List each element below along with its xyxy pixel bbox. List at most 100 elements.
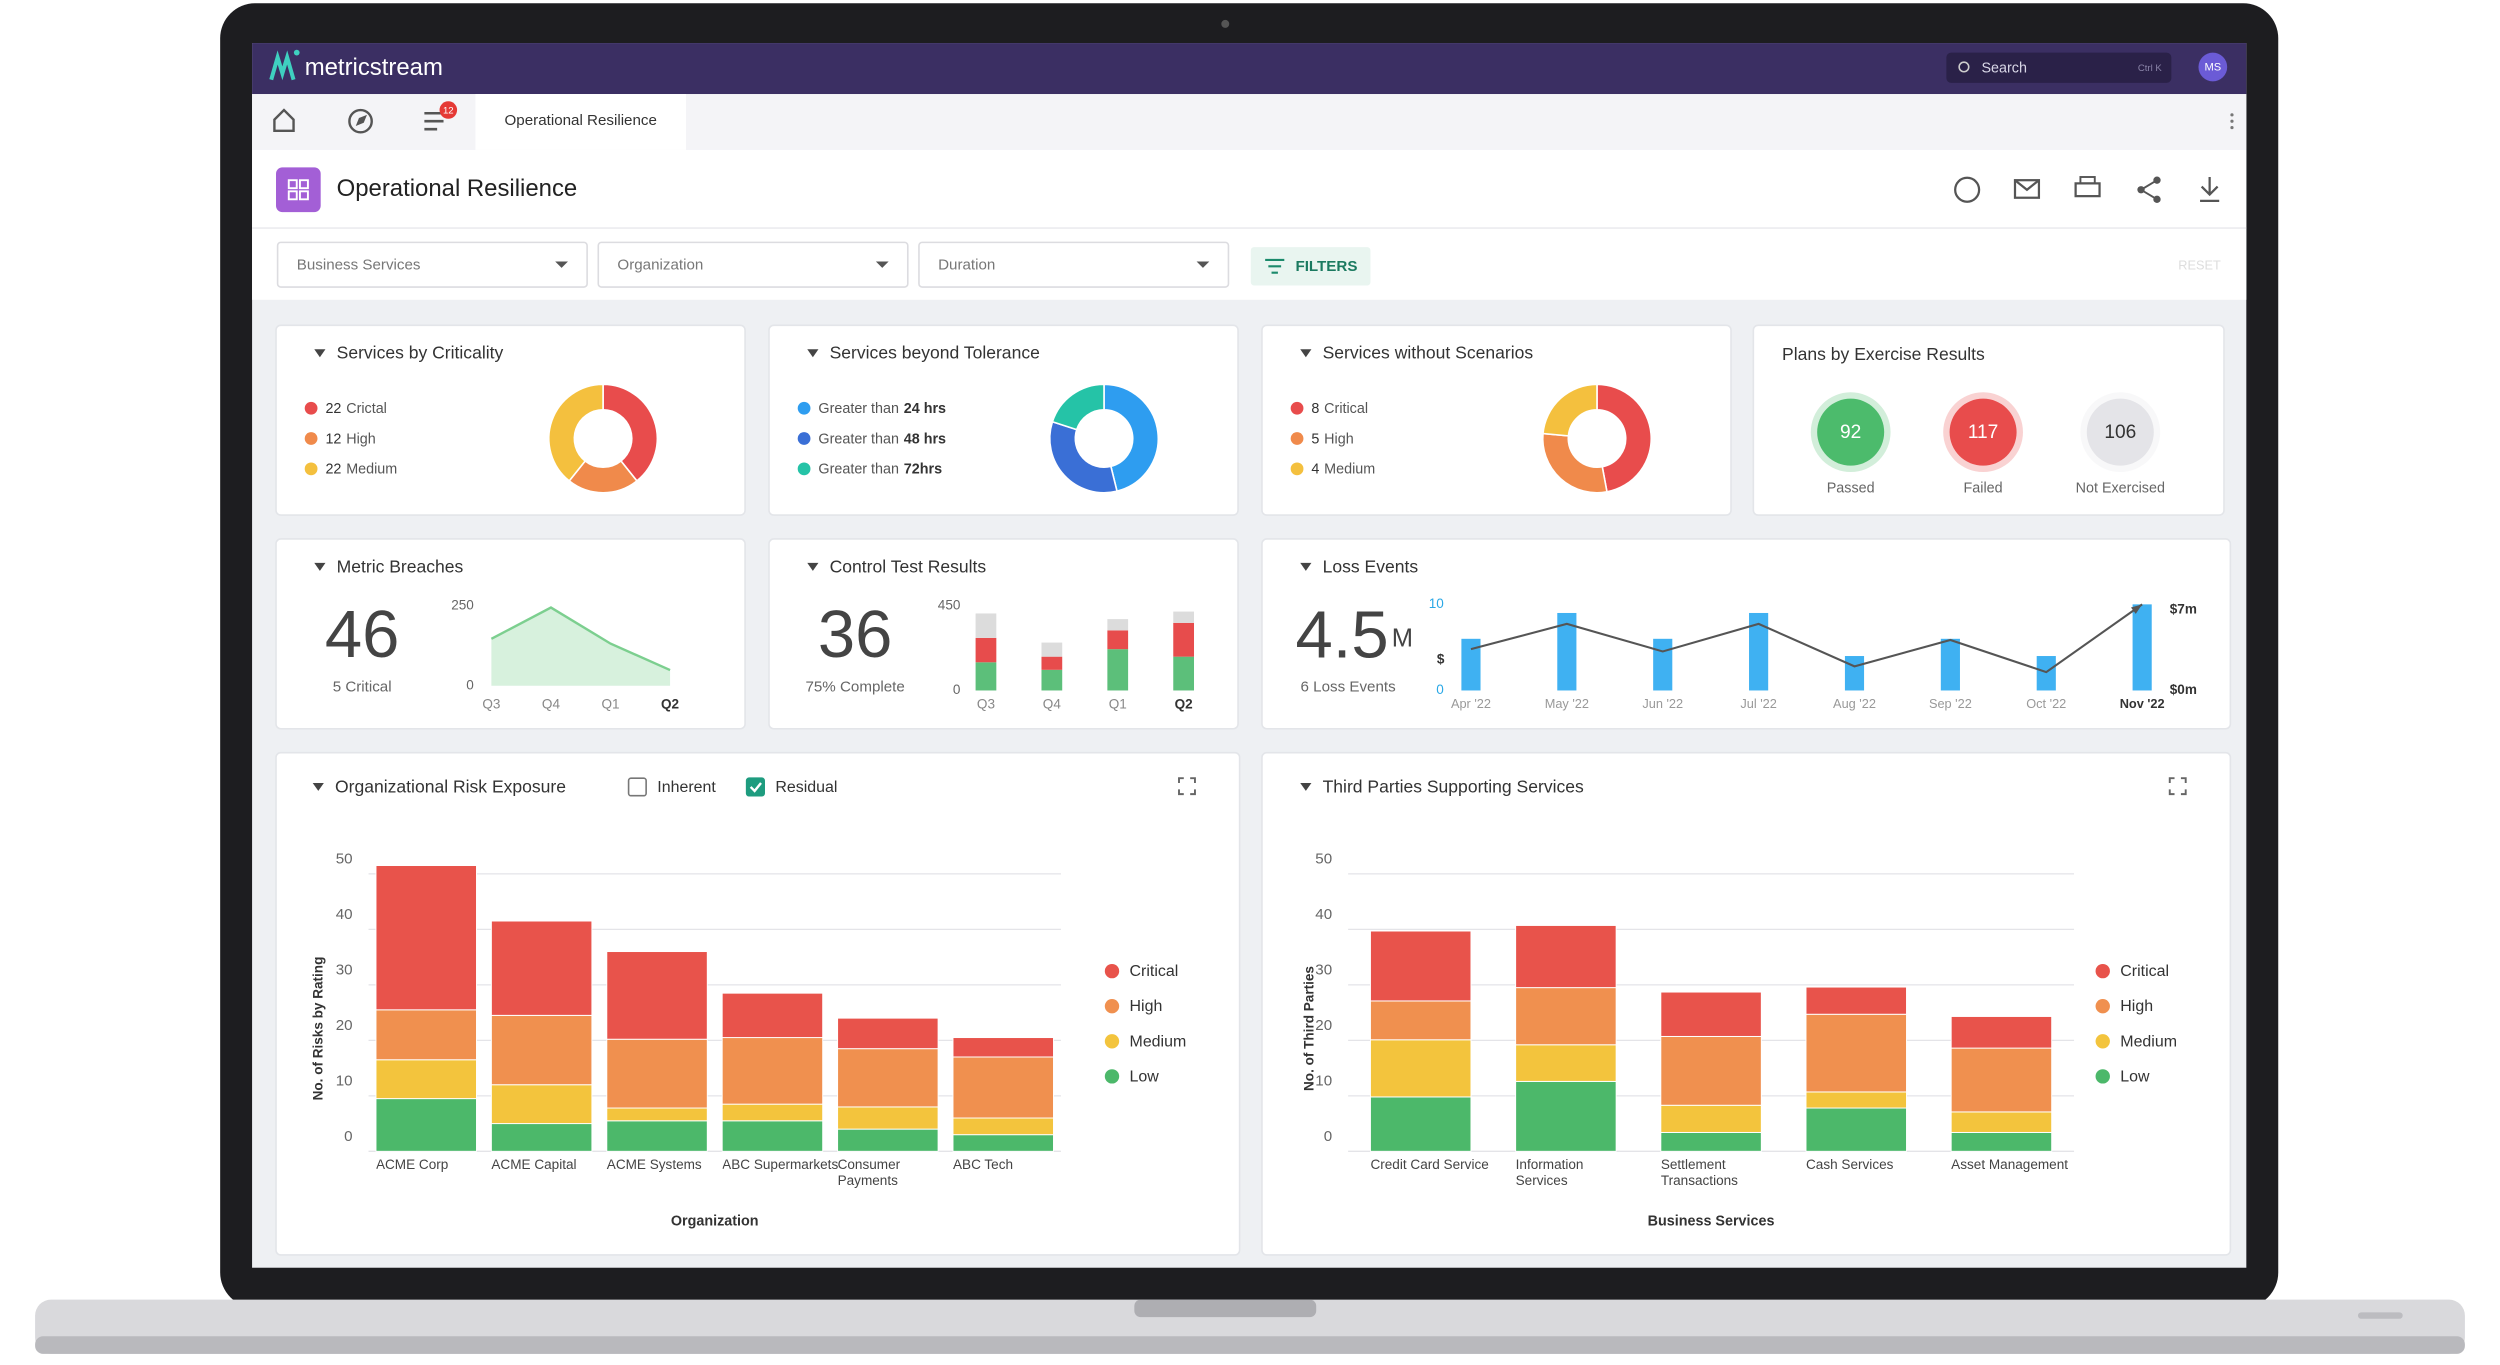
collapse-toggle[interactable] bbox=[314, 562, 326, 571]
y-axis-label: No. of Third Parties bbox=[1301, 966, 1316, 1091]
bar-segment bbox=[975, 662, 997, 691]
legend-label: Medium bbox=[1324, 461, 1375, 477]
bar-segment bbox=[1515, 924, 1617, 989]
top-bar bbox=[252, 43, 2247, 95]
bar-segment bbox=[375, 1059, 477, 1100]
collapse-toggle[interactable] bbox=[1300, 562, 1312, 571]
x-tick-label-box: Settlement Transactions bbox=[1660, 1156, 1738, 1188]
bar-segment bbox=[1515, 1080, 1617, 1152]
legend-entry: 8 Critical bbox=[1311, 401, 1368, 417]
active-tab[interactable] bbox=[475, 94, 687, 150]
bar-segment bbox=[1173, 611, 1195, 623]
dashboard: Services by Criticality 22 Crictal 12 High 22… bbox=[275, 324, 2232, 1256]
page-icon-grid bbox=[287, 179, 309, 201]
bar-segment bbox=[1515, 1044, 1617, 1082]
legend-entry: 5 High bbox=[1311, 431, 1353, 447]
page-icon bbox=[276, 167, 321, 213]
legend-label: Critical bbox=[1324, 401, 1368, 417]
brand-logo bbox=[269, 50, 296, 81]
filters-button[interactable] bbox=[1250, 247, 1371, 286]
checkbox[interactable] bbox=[627, 777, 647, 797]
legend-emphasis: 72hrs bbox=[904, 461, 942, 477]
expand-icon[interactable] bbox=[2168, 777, 2187, 796]
explore-needle bbox=[355, 114, 367, 126]
bar-segment bbox=[721, 1103, 824, 1122]
help-icon[interactable] bbox=[1954, 176, 1981, 203]
expand-icon[interactable] bbox=[1178, 777, 1196, 796]
avatar[interactable] bbox=[2198, 52, 2228, 82]
dropdown[interactable] bbox=[276, 241, 588, 288]
bar-segment bbox=[1515, 987, 1617, 1046]
y-tick-label: 40 bbox=[1315, 906, 1332, 923]
x-tick-label-box: Consumer Payments bbox=[838, 1156, 901, 1188]
bar-segment bbox=[952, 1117, 1054, 1136]
brand-logo-dot bbox=[293, 49, 300, 56]
bar-segment bbox=[375, 865, 477, 1011]
checkbox[interactable] bbox=[745, 777, 765, 797]
bar bbox=[1557, 612, 1577, 691]
bar-segment bbox=[1107, 619, 1129, 631]
dropdown[interactable] bbox=[918, 241, 1230, 288]
legend-swatch bbox=[797, 401, 811, 415]
y-axis-label: No. of Risks by Rating bbox=[311, 957, 326, 1101]
bar-segment bbox=[1041, 669, 1063, 691]
bar bbox=[1653, 638, 1673, 691]
share-lines bbox=[2139, 179, 2158, 201]
download-icon[interactable] bbox=[2200, 177, 2220, 203]
legend-label: Critical bbox=[2120, 963, 2169, 980]
bar-segment bbox=[606, 1107, 708, 1122]
y-tick-label: 0 bbox=[344, 1128, 352, 1145]
x-tick-label: Settlement Transactions bbox=[1660, 1156, 1738, 1188]
bar-segment bbox=[1805, 1013, 1907, 1093]
y-tick-label: 30 bbox=[1315, 961, 1332, 978]
bar-segment bbox=[1805, 1091, 1907, 1109]
card-title: Control Test Results bbox=[830, 556, 987, 576]
x-tick-label: Credit Card Service bbox=[1370, 1156, 1489, 1173]
collapse-toggle[interactable] bbox=[807, 349, 819, 358]
dropdown[interactable] bbox=[597, 241, 909, 288]
laptop-base-edge bbox=[35, 1336, 2465, 1354]
y2-tick-label: $7m bbox=[2170, 602, 2197, 617]
bar-segment bbox=[975, 637, 997, 663]
bar-segment bbox=[375, 1098, 477, 1152]
bar-segment bbox=[1173, 656, 1195, 691]
x-tick-label: ACME Corp bbox=[375, 1156, 449, 1173]
legend-swatch bbox=[2095, 999, 2110, 1014]
y-tick-label: 450 bbox=[938, 598, 961, 613]
line-arrowhead bbox=[2130, 604, 2143, 614]
collapse-toggle[interactable] bbox=[1300, 349, 1312, 358]
search-box[interactable] bbox=[1946, 52, 2172, 83]
kpi-value: 46 bbox=[325, 597, 400, 672]
explore-icon[interactable] bbox=[348, 108, 373, 134]
card-title: Loss Events bbox=[1323, 556, 1419, 576]
bar-segment bbox=[1369, 1000, 1472, 1041]
card-title: Services beyond Tolerance bbox=[830, 343, 1040, 363]
filters-icon bbox=[1265, 258, 1285, 274]
search-icon bbox=[1958, 61, 1970, 73]
legend-swatch bbox=[797, 432, 811, 445]
collapse-toggle[interactable] bbox=[314, 349, 326, 358]
notification-count: 12 bbox=[443, 105, 454, 116]
collapse-toggle[interactable] bbox=[312, 782, 324, 791]
bar bbox=[1461, 638, 1481, 691]
y-tick-label: 10 bbox=[1429, 596, 1444, 611]
x-tick-label: Q4 bbox=[542, 696, 561, 711]
bar-segment bbox=[1950, 1111, 2053, 1133]
legend-label: Crictal bbox=[346, 401, 387, 417]
result-label: Not Exercised bbox=[2076, 481, 2165, 497]
home-icon[interactable] bbox=[273, 108, 295, 132]
menu-dot[interactable] bbox=[2230, 113, 2234, 117]
bar-segment bbox=[975, 613, 997, 638]
bar-segment bbox=[375, 1009, 477, 1061]
filters-button-label: FILTERS bbox=[1295, 258, 1357, 275]
x-tick-label: Q1 bbox=[601, 696, 619, 711]
mail-icon[interactable] bbox=[2013, 179, 2041, 199]
collapse-toggle[interactable] bbox=[807, 562, 819, 571]
card-title: Services by Criticality bbox=[337, 343, 504, 363]
result-label: Passed bbox=[1827, 481, 1875, 497]
x-tick-label: Nov '22 bbox=[2120, 696, 2165, 711]
legend-value: 4 bbox=[1311, 461, 1319, 477]
collapse-toggle[interactable] bbox=[1300, 782, 1312, 791]
bar-segment bbox=[1660, 1104, 1762, 1133]
